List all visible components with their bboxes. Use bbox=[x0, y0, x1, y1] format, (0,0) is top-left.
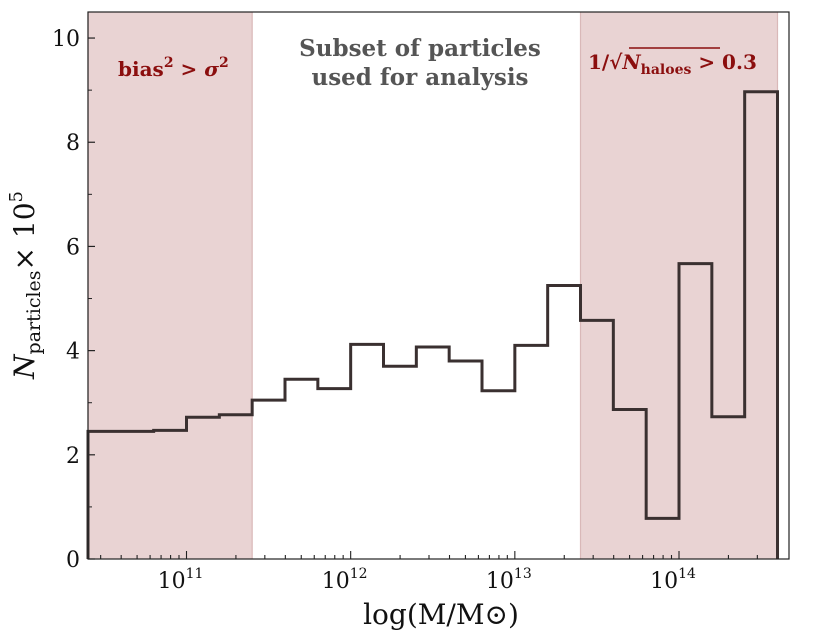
x-tick-label: 1012 bbox=[322, 566, 368, 594]
x-tick-label: 1011 bbox=[158, 566, 204, 594]
y-label-sub: particles bbox=[23, 270, 45, 354]
shaded-region-left-excluded bbox=[88, 12, 253, 559]
y-label-exp: 5 bbox=[6, 191, 27, 202]
y-axis-label: Nparticles× 105 bbox=[6, 191, 45, 380]
x-tick-label: 1014 bbox=[650, 566, 696, 594]
x-axis-label: log(M/M⊙) bbox=[363, 598, 519, 631]
right-annotation-radical: √ bbox=[609, 50, 623, 74]
left-annotation-exp: 2 bbox=[164, 55, 174, 71]
right-annotation-sub: haloes bbox=[641, 62, 692, 78]
y-tick-label: 8 bbox=[66, 131, 80, 156]
y-tick-label: 0 bbox=[66, 548, 80, 573]
tick-marks bbox=[88, 37, 779, 560]
left-annotation-sigma-exp: 2 bbox=[219, 55, 229, 71]
left-annotation-sigma: σ bbox=[204, 57, 219, 81]
left-annotation-rel: > bbox=[174, 57, 205, 81]
y-tick-label: 4 bbox=[66, 340, 80, 365]
y-tick-labels: 0 2 4 6 8 10 bbox=[52, 27, 80, 573]
y-tick-label: 10 bbox=[52, 27, 80, 52]
right-annotation: 1/√Nhaloes > 0.3 bbox=[588, 50, 757, 78]
plot-frame bbox=[87, 11, 790, 560]
y-label-main: N bbox=[8, 353, 41, 380]
right-annotation-suffix: > 0.3 bbox=[691, 50, 756, 74]
center-annotation-line1: Subset of particles bbox=[299, 35, 541, 62]
center-annotation-line2: used for analysis bbox=[311, 64, 528, 91]
shaded-regions bbox=[87, 12, 779, 559]
y-tick-label: 6 bbox=[66, 235, 80, 260]
left-annotation: bias2 > σ2 bbox=[118, 55, 229, 81]
x-tick-label: 1013 bbox=[486, 566, 532, 594]
y-label-mult: × 10 bbox=[8, 202, 41, 270]
histogram-step-line bbox=[86, 90, 780, 559]
right-annotation-prefix: 1/ bbox=[588, 50, 610, 74]
x-tick-labels: 1011 1012 1013 1014 bbox=[158, 566, 696, 594]
y-tick-label: 2 bbox=[66, 444, 80, 469]
right-annotation-n: N bbox=[621, 50, 641, 74]
left-annotation-base: bias bbox=[118, 57, 164, 81]
